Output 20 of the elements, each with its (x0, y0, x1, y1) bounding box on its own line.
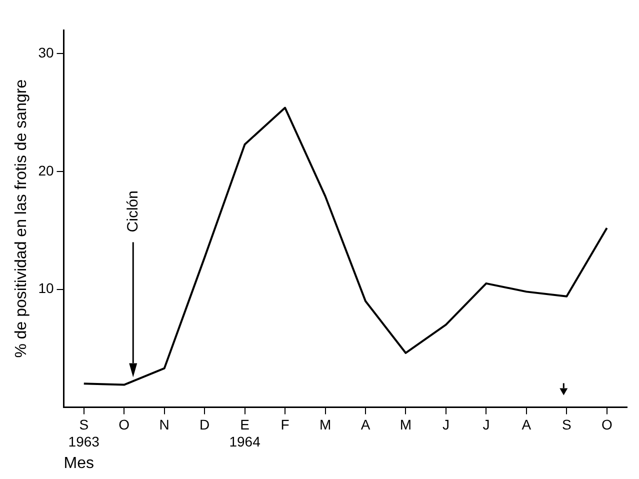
x-tick-label: A (522, 416, 532, 432)
y-tick-label: 30 (38, 44, 54, 60)
annotation: Ciclón (124, 190, 142, 232)
x-tick-label: M (319, 416, 332, 432)
x-tick-label: D (200, 416, 210, 432)
y-axis-title: % de positividad en las frotis de sangre (13, 79, 30, 358)
x-tick-label: J (442, 416, 450, 432)
x-tick-label: J (482, 416, 490, 432)
x-tick-label: M (400, 416, 412, 432)
x-tick-label: S 1963 (68, 416, 100, 450)
x-tick-label: A (360, 416, 371, 432)
x-tick-label: O (601, 416, 612, 432)
y-tick-label: 20 (38, 162, 54, 178)
x-axis-title: Mes (64, 454, 94, 472)
x-tick-label: F (280, 416, 290, 432)
x-tick-label: E 1964 (229, 416, 261, 450)
x-tick-label: N (159, 416, 170, 432)
x-tick-label: O (118, 416, 130, 432)
x-tick-label: S (562, 416, 572, 432)
y-tick-label: 10 (38, 280, 54, 296)
